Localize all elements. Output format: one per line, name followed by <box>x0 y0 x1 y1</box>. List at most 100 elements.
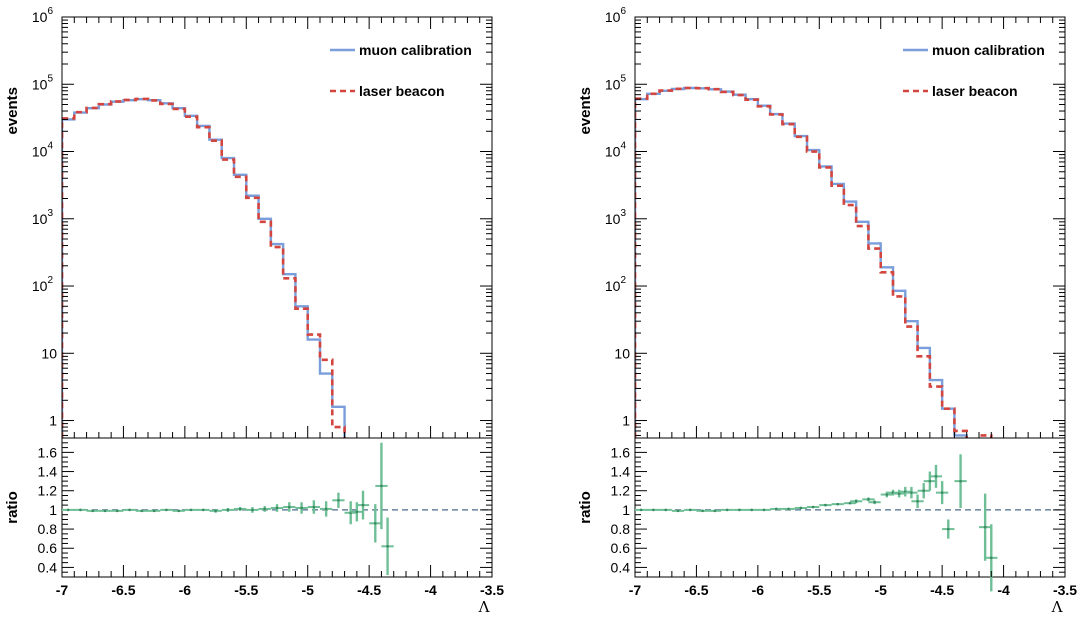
ratio-y-tick-label: 1.6 <box>38 444 58 460</box>
ratio-point-marker <box>386 545 389 548</box>
ratio-point-marker <box>177 509 181 513</box>
ratio-point-marker <box>165 508 168 512</box>
y-tick-label: 103 <box>32 208 54 227</box>
ratio-point-marker <box>750 508 754 512</box>
y-axis-title-ratio: ratio <box>4 491 21 524</box>
x-axis-title-lambda: Λ <box>478 598 490 616</box>
y-tick-base: 10 <box>605 144 621 160</box>
ratio-point-marker <box>140 509 144 513</box>
y-tick-base: 10 <box>32 278 48 294</box>
ratio-point-marker <box>361 503 365 507</box>
x-tick-label: -5.5 <box>807 582 831 598</box>
lower-frame <box>634 437 1066 578</box>
ratio-point-marker <box>312 505 316 509</box>
x-tick-label: -4 <box>424 582 437 598</box>
y-tick-base: 10 <box>32 9 48 25</box>
ratio-point-marker <box>103 509 107 513</box>
x-tick-label: -5.5 <box>234 582 258 598</box>
ratio-point-marker <box>263 507 267 511</box>
ratio-point-marker <box>928 479 932 483</box>
ratio-point-marker <box>639 508 643 512</box>
ratio-point-marker <box>214 509 217 513</box>
histogram-laser-beacon <box>635 86 993 438</box>
histogram-group <box>635 86 993 438</box>
y-tick-label: 103 <box>605 208 627 227</box>
ratio-point-marker <box>91 509 95 513</box>
ratio-point-marker <box>251 508 254 512</box>
ratio-point-marker <box>373 522 377 525</box>
legend-label: muon calibration <box>932 42 1045 58</box>
y-tick-label: 1 <box>49 413 57 429</box>
ratio-y-tick-label: 1.2 <box>611 483 631 499</box>
x-tick-label: -6.5 <box>111 582 135 598</box>
ratio-point-marker <box>799 506 803 510</box>
y-tick-base: 1 <box>49 413 57 429</box>
x-tick-label: -6 <box>752 582 765 598</box>
ratio-y-tick-label: 0.8 <box>38 521 58 537</box>
ratio-point-marker <box>762 508 766 512</box>
ratio-y-tick-label: 1 <box>622 502 630 518</box>
ratio-y-tick-label: 0.8 <box>611 521 631 537</box>
ratio-point-marker <box>300 506 303 510</box>
x-tick-label: -5 <box>301 582 314 598</box>
ratio-point-marker <box>380 484 383 488</box>
ratio-point-marker <box>774 507 778 511</box>
y-tick-label: 106 <box>32 6 54 25</box>
ratio-point-marker <box>66 508 70 512</box>
y-axis-title-events: events <box>577 87 594 135</box>
x-tick-label: -6.5 <box>684 582 708 598</box>
ratio-point-marker <box>848 501 852 505</box>
histogram-muon-calibration <box>635 86 968 438</box>
y-tick-label: 105 <box>605 73 627 92</box>
ratio-y-tick-label: 0.4 <box>38 559 58 575</box>
ratio-point-marker <box>910 491 913 494</box>
y-tick-base: 10 <box>32 211 48 227</box>
y-axis-title-events: events <box>4 87 21 135</box>
y-tick-label: 1 <box>622 413 630 429</box>
ratio-point-marker <box>324 507 328 511</box>
ratio-point-marker <box>885 493 889 496</box>
y-tick-label: 105 <box>32 73 54 92</box>
ratio-point-marker <box>934 475 938 478</box>
legend-label: muon calibration <box>359 42 472 58</box>
ratio-y-tick-label: 1.4 <box>611 464 631 480</box>
ratio-point-marker <box>128 508 131 512</box>
x-tick-label: -7 <box>629 582 642 598</box>
ratio-point-marker <box>916 499 919 503</box>
y-tick-base: 10 <box>32 144 48 160</box>
ratio-y-tick-label: 0.6 <box>611 540 631 556</box>
ratio-point-marker <box>897 492 901 495</box>
ratio-y-tick-label: 1 <box>49 502 57 518</box>
ratio-point-marker <box>836 502 840 506</box>
ratio-point-marker <box>725 508 729 512</box>
ratio-point-marker <box>226 508 230 512</box>
ratio-point-marker <box>787 507 790 511</box>
y-tick-exponent: 6 <box>47 6 53 17</box>
ratio-point-marker <box>79 508 82 512</box>
y-tick-exponent: 2 <box>47 275 53 286</box>
ratio-point-marker <box>355 510 359 514</box>
y-tick-exponent: 3 <box>47 208 53 219</box>
legend-label: laser beacon <box>932 83 1018 99</box>
ratio-point-marker <box>152 509 156 513</box>
ratio-point-marker <box>946 527 950 531</box>
ratio-point-marker <box>701 509 704 513</box>
y-tick-base: 10 <box>41 345 57 361</box>
ratio-y-tick-label: 0.6 <box>38 540 58 556</box>
ratio-point-marker <box>676 509 680 513</box>
ratio-point-marker <box>854 499 858 503</box>
ratio-y-tick-label: 1.2 <box>38 483 58 499</box>
y-tick-label: 102 <box>32 275 54 294</box>
ratio-point-marker <box>115 509 119 513</box>
upper-frame <box>634 16 1066 439</box>
y-tick-label: 104 <box>605 141 627 160</box>
y-tick-label: 10 <box>41 345 57 361</box>
ratio-y-tick-label: 1.6 <box>611 444 631 460</box>
y-tick-exponent: 4 <box>47 141 53 152</box>
y-tick-base: 10 <box>605 9 621 25</box>
ratio-point-marker <box>201 508 205 512</box>
lower-frame <box>61 437 493 578</box>
y-tick-base: 10 <box>605 76 621 92</box>
